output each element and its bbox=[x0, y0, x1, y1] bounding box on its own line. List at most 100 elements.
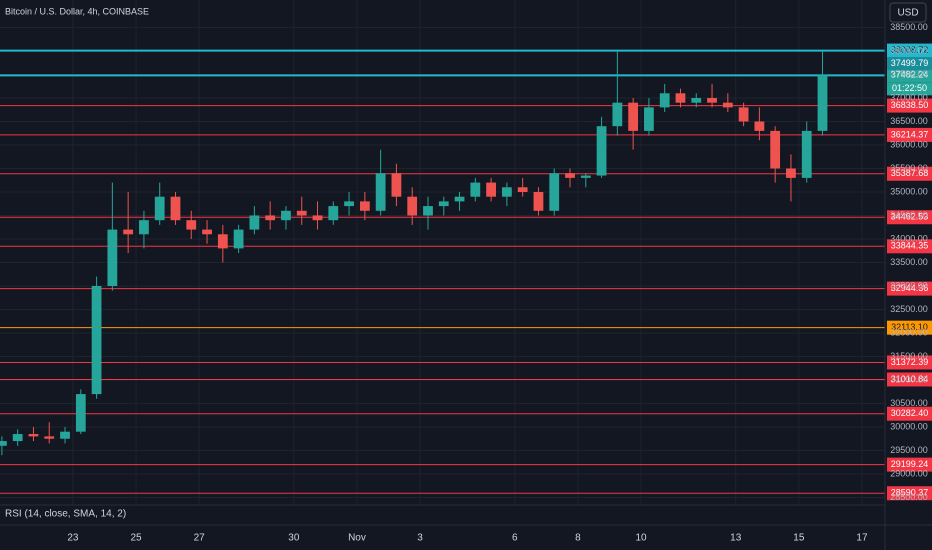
y-tick-label: 29500.00 bbox=[890, 445, 928, 455]
candle-body bbox=[454, 196, 465, 202]
price-tag-label: 30282.40 bbox=[891, 408, 929, 418]
candle-body bbox=[312, 215, 323, 221]
y-tick-label: 32500.00 bbox=[890, 304, 928, 314]
y-tick-label: 30000.00 bbox=[890, 421, 928, 431]
x-tick-label: 13 bbox=[730, 533, 742, 544]
price-tag-label: 32113.10 bbox=[891, 322, 928, 332]
y-tick-label: 36500.00 bbox=[890, 116, 928, 126]
candle-body bbox=[786, 168, 796, 178]
price-tag-label: 32944.36 bbox=[891, 283, 929, 293]
y-tick-label: 32000.00 bbox=[890, 327, 928, 337]
candle-body bbox=[486, 182, 496, 197]
price-tag bbox=[887, 166, 932, 181]
candle-body bbox=[438, 201, 449, 207]
price-tag bbox=[887, 98, 932, 113]
countdown-label: 01:22:50 bbox=[892, 83, 927, 93]
indicator-label: RSI (14, close, SMA, 14, 2) bbox=[5, 509, 126, 520]
x-tick-label: 15 bbox=[793, 533, 805, 544]
candle-body bbox=[754, 121, 765, 131]
y-tick-label: 34000.00 bbox=[890, 233, 928, 243]
price-tag bbox=[887, 355, 932, 370]
currency-label[interactable]: USD bbox=[897, 8, 918, 19]
candle-body bbox=[265, 215, 276, 221]
price-tag bbox=[887, 127, 932, 142]
y-tick-label: 38000.00 bbox=[890, 45, 928, 55]
price-tag bbox=[887, 372, 932, 387]
candle-body bbox=[0, 441, 7, 446]
x-tick-label: 10 bbox=[635, 533, 647, 544]
candle-body bbox=[644, 107, 654, 131]
candle-body bbox=[501, 187, 512, 197]
candle-body bbox=[375, 173, 386, 211]
y-tick-label: 28500.00 bbox=[890, 492, 928, 502]
candle-body bbox=[517, 187, 528, 192]
candle-body bbox=[722, 102, 733, 108]
price-tag-label: 36838.50 bbox=[891, 100, 929, 110]
candle-body bbox=[407, 196, 418, 216]
candle-body bbox=[770, 130, 781, 169]
price-tag bbox=[887, 281, 932, 296]
chart-title: Bitcoin / U.S. Dollar, 4h, COINBASE bbox=[5, 6, 149, 16]
x-tick-label: 23 bbox=[67, 533, 79, 544]
candle-body bbox=[328, 206, 339, 221]
price-tag-label: 35387.68 bbox=[891, 168, 929, 178]
y-tick-label: 29000.00 bbox=[890, 468, 928, 478]
candle-body bbox=[249, 215, 260, 230]
price-tag bbox=[887, 43, 932, 58]
candle-body bbox=[549, 173, 560, 211]
price-tag-label: 31010.84 bbox=[891, 374, 929, 384]
candle-body bbox=[628, 102, 639, 131]
candle-body bbox=[107, 229, 118, 286]
candle-body bbox=[281, 210, 291, 221]
candle-body bbox=[596, 126, 607, 176]
x-tick-label: 17 bbox=[856, 533, 868, 544]
candle-body bbox=[44, 436, 55, 439]
candle-body bbox=[675, 93, 686, 103]
candle-body bbox=[139, 220, 149, 235]
candle-body bbox=[12, 434, 23, 442]
price-tag-label: 36214.37 bbox=[891, 129, 929, 139]
x-tick-label: 30 bbox=[288, 533, 300, 544]
x-tick-label: 6 bbox=[512, 533, 518, 544]
candle-body bbox=[659, 93, 670, 108]
price-tag-label: 31372.39 bbox=[891, 357, 929, 367]
price-tag bbox=[887, 486, 932, 501]
candle-body bbox=[154, 196, 165, 221]
price-tag-label: 38008.72 bbox=[891, 45, 929, 55]
currency-button[interactable] bbox=[889, 2, 927, 23]
candle-body bbox=[612, 102, 623, 127]
x-tick-label: Nov bbox=[348, 533, 366, 544]
candle-body bbox=[75, 394, 86, 432]
price-tag bbox=[887, 210, 932, 225]
y-tick-label: 33500.00 bbox=[890, 257, 928, 267]
y-tick-label: 37000.00 bbox=[890, 92, 928, 102]
y-tick-label: 35500.00 bbox=[890, 163, 928, 173]
candle-body bbox=[60, 431, 70, 439]
y-tick-label: 35000.00 bbox=[890, 186, 928, 196]
y-tick-label: 34500.00 bbox=[890, 210, 928, 220]
price-tag-label: 29199.24 bbox=[891, 459, 929, 469]
countdown-tag bbox=[887, 82, 932, 96]
candle-body bbox=[533, 191, 544, 211]
candle-body bbox=[801, 130, 812, 178]
candle-body bbox=[202, 229, 212, 235]
y-tick-label: 37500.00 bbox=[890, 69, 928, 79]
candle-body bbox=[817, 75, 828, 131]
candle-body bbox=[296, 210, 307, 216]
marker-tag-label: 37499.79 bbox=[891, 58, 929, 68]
price-tag-label: 37482.24 bbox=[891, 70, 929, 80]
x-tick-label: 3 bbox=[417, 533, 423, 544]
y-tick-label: 36000.00 bbox=[890, 139, 928, 149]
candle-body bbox=[580, 175, 591, 178]
candle-body bbox=[344, 201, 354, 207]
price-tag-label: 28590.37 bbox=[891, 488, 929, 498]
y-tick-label: 38500.00 bbox=[890, 22, 928, 32]
price-tag bbox=[887, 406, 932, 421]
candle-body bbox=[217, 234, 228, 249]
y-tick-label: 30500.00 bbox=[890, 398, 928, 408]
y-tick-label: 31000.00 bbox=[890, 374, 928, 384]
candle-body bbox=[170, 196, 181, 221]
candle-body bbox=[691, 97, 702, 103]
